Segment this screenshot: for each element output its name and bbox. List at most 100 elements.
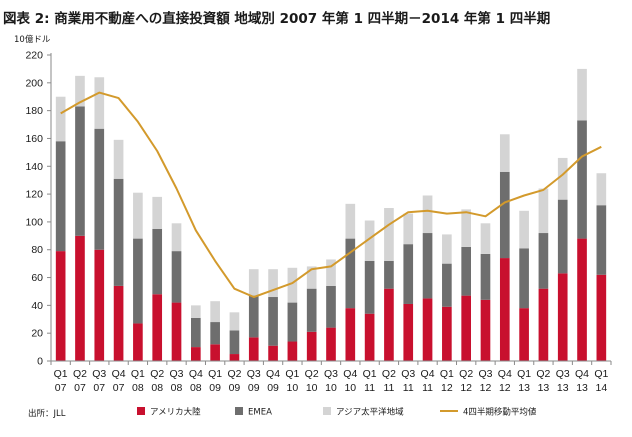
x-tick-label-quarter: Q4 xyxy=(343,368,357,380)
x-tick-label-quarter: Q2 xyxy=(459,368,473,380)
bar-segment xyxy=(384,208,394,261)
bar-segment xyxy=(461,209,471,247)
x-tick-label-year: 12 xyxy=(460,382,472,394)
bar-segment xyxy=(191,347,201,361)
bar-segment xyxy=(442,306,452,361)
bar-segment xyxy=(229,330,240,355)
x-tick-label-quarter: Q1 xyxy=(517,368,531,380)
bar-segment xyxy=(596,274,607,361)
bar-segment xyxy=(461,295,471,361)
bar-segment xyxy=(596,173,607,206)
bar-segment xyxy=(519,210,529,249)
x-tick-label-quarter: Q1 xyxy=(594,368,608,380)
bar-segment xyxy=(384,260,394,289)
x-tick-label-year: 09 xyxy=(229,382,241,394)
y-axis-unit-label: 10億ドル xyxy=(14,34,51,45)
bar-segment xyxy=(422,298,433,361)
bar-segment xyxy=(268,269,278,298)
bar-segment xyxy=(364,260,375,314)
bar-segment xyxy=(248,295,259,338)
legend-item: EMEA xyxy=(235,407,272,418)
legend-label: EMEA xyxy=(248,408,272,418)
y-tick-label: 140 xyxy=(25,161,43,173)
legend-item: 4四半期移動平均値 xyxy=(440,407,537,418)
x-tick-label-year: 09 xyxy=(248,382,260,394)
bar-segment xyxy=(248,269,259,296)
bar-segment xyxy=(538,233,549,289)
bar-segment xyxy=(171,223,182,252)
chart-title: 図表 2: 商業用不動産への直接投資額 地域別 2007 年第 1 四半期－20… xyxy=(3,10,550,27)
bar-segment xyxy=(171,251,182,303)
x-tick-label-year: 10 xyxy=(306,382,318,394)
bar-segment xyxy=(248,337,259,361)
bar-segment xyxy=(326,259,336,286)
bar-segment xyxy=(326,285,336,328)
x-tick-label-quarter: Q1 xyxy=(363,368,377,380)
bar-segment xyxy=(345,308,356,361)
bar-segment xyxy=(152,228,163,295)
bar-segment xyxy=(75,75,85,107)
bar-segment xyxy=(403,244,414,304)
bar-segment xyxy=(326,327,336,361)
bar-segment xyxy=(171,302,182,361)
x-tick-label-quarter: Q1 xyxy=(440,368,454,380)
x-tick-label-year: 11 xyxy=(383,382,394,394)
x-tick-label-year: 11 xyxy=(364,382,375,394)
bar-segment xyxy=(403,303,414,361)
bar-segment xyxy=(557,199,568,274)
bar-segment xyxy=(557,157,568,200)
x-tick-label-quarter: Q3 xyxy=(324,368,338,380)
x-tick-label-year: 14 xyxy=(596,382,608,394)
bar-segment xyxy=(229,312,240,331)
bar-segment xyxy=(577,68,587,121)
bar-segment xyxy=(113,178,124,286)
bar-segment xyxy=(306,331,317,361)
bar-segment xyxy=(113,285,124,361)
bar-segment xyxy=(577,238,587,361)
bar-segment xyxy=(345,238,356,309)
legend-label: アメリカ大陸 xyxy=(150,407,201,418)
x-axis: Q1 07 Q2 07 Q3 07 Q4 07 Q1 08 Q2 08 Q3 08 Q4 08 Q1 09 Q2 09… xyxy=(50,360,612,394)
legend-swatch xyxy=(323,407,331,415)
bar-segment xyxy=(499,258,510,361)
bar-segment xyxy=(94,249,105,361)
y-tick-label: 80 xyxy=(31,244,43,256)
y-tick-label: 120 xyxy=(25,189,43,201)
x-tick-label-year: 08 xyxy=(151,382,163,394)
x-tick-label-year: 07 xyxy=(93,382,105,394)
x-tick-label-year: 09 xyxy=(209,382,221,394)
bar-segment xyxy=(442,263,452,307)
x-tick-label-quarter: Q2 xyxy=(382,368,396,380)
bar-segment xyxy=(345,203,356,239)
y-tick-label: 220 xyxy=(25,50,43,62)
bar-segment xyxy=(94,128,105,250)
x-tick-label-year: 08 xyxy=(171,382,183,394)
x-tick-label-year: 13 xyxy=(557,382,569,394)
x-tick-label-year: 11 xyxy=(422,382,433,394)
bar-segment xyxy=(133,192,143,239)
bar-segment xyxy=(75,235,85,361)
x-tick-label-year: 07 xyxy=(74,382,86,394)
bar-segment xyxy=(538,188,549,234)
bar-segment xyxy=(210,301,220,323)
bar-segment xyxy=(384,288,394,361)
bar-segment xyxy=(499,134,510,172)
x-tick-label-quarter: Q4 xyxy=(498,368,512,380)
x-tick-label-quarter: Q4 xyxy=(189,368,203,380)
moving-average-line-group xyxy=(60,91,602,298)
bar-segment xyxy=(152,294,163,361)
x-tick-label-year: 13 xyxy=(538,382,550,394)
legend: アメリカ大陸 EMEA アジア太平洋地域 4四半期移動平均値 xyxy=(137,407,537,418)
x-tick-label-quarter: Q2 xyxy=(536,368,550,380)
x-tick-label-quarter: Q3 xyxy=(478,368,492,380)
bar-segment xyxy=(499,171,510,259)
x-tick-label-quarter: Q4 xyxy=(266,368,280,380)
x-tick-label-quarter: Q2 xyxy=(73,368,87,380)
x-tick-label-quarter: Q2 xyxy=(150,368,164,380)
x-tick-label-quarter: Q4 xyxy=(421,368,435,380)
bar-segment xyxy=(596,205,607,275)
bar-segment xyxy=(557,273,568,361)
x-tick-label-quarter: Q3 xyxy=(401,368,415,380)
bar-segment xyxy=(268,345,278,361)
